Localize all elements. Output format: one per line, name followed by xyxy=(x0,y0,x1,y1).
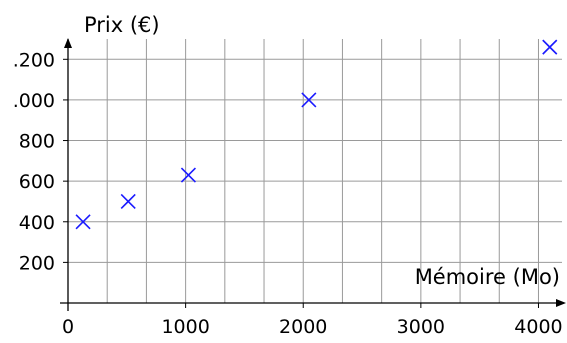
axes xyxy=(60,38,566,311)
x-axis-title: Mémoire (Mo) xyxy=(415,265,560,289)
x-axis-arrow-icon xyxy=(556,299,566,307)
grid-lines xyxy=(68,39,562,303)
y-tick-label: 200 xyxy=(19,252,55,274)
data-point-cross-icon xyxy=(120,193,136,210)
y-tick-labels: 200 400 600 800 .000 .200 xyxy=(13,49,68,274)
data-points xyxy=(75,39,558,230)
data-point-cross-icon xyxy=(75,214,91,230)
data-point-cross-icon xyxy=(180,167,197,183)
x-tick-label: 0 xyxy=(62,316,74,338)
data-point-cross-icon xyxy=(301,92,317,108)
y-axis-arrow-icon xyxy=(64,38,72,48)
y-tick-label: 400 xyxy=(19,212,55,234)
x-tick-label: 2000 xyxy=(279,316,327,338)
y-tick-label: .200 xyxy=(13,49,55,71)
x-tick-label: 1000 xyxy=(161,316,209,338)
data-point-cross-icon xyxy=(542,39,558,55)
x-tick-labels: 0 1000 2000 3000 4000 xyxy=(62,303,563,338)
y-tick-label: .000 xyxy=(13,90,55,112)
y-tick-label: 600 xyxy=(19,171,55,193)
y-axis-title: Prix (€) xyxy=(84,13,160,37)
x-tick-label: 4000 xyxy=(514,316,562,338)
x-tick-label: 3000 xyxy=(397,316,445,338)
y-tick-label: 800 xyxy=(19,131,55,153)
